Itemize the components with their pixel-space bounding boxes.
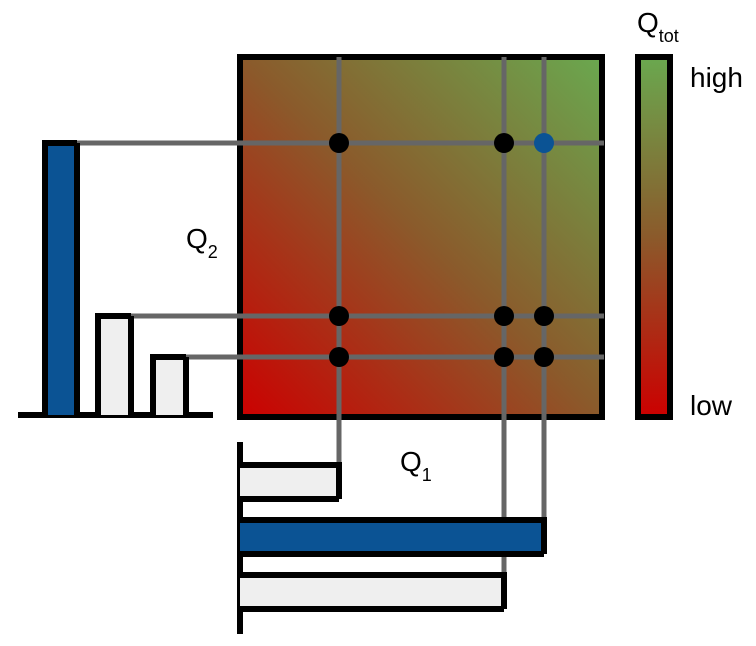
q2-bar-chart — [18, 140, 213, 418]
grid-point-r3-c1 — [329, 347, 349, 367]
q1-bar-1-outline — [240, 462, 342, 502]
q2-bar-3-outline — [150, 354, 189, 415]
q1-label: Q1 — [400, 446, 432, 485]
q1-bar-3-outline — [240, 572, 507, 612]
qtot-color-scale — [635, 54, 673, 420]
q2-bar-1-outline — [42, 140, 80, 415]
grid-point-r1-c2 — [494, 133, 514, 153]
grid-point-r3-c2 — [494, 347, 514, 367]
grid-point-r2-c2 — [494, 306, 514, 326]
grid-points — [329, 133, 554, 367]
scale-low-label: low — [690, 390, 733, 421]
grid-point-r2-c3 — [534, 306, 554, 326]
grid-point-r3-c3 — [534, 347, 554, 367]
q2-bar-2-outline — [95, 313, 134, 415]
q1-bar-2 — [240, 520, 544, 554]
q2-bar-3 — [153, 357, 186, 415]
q2-label: Q2 — [186, 223, 218, 262]
grid-point-r1-c3-highlighted — [534, 133, 554, 153]
grid-point-r1-c1 — [329, 133, 349, 153]
q1-bar-1 — [240, 465, 339, 499]
q2-bar-1 — [45, 143, 77, 415]
q1-bar-chart — [237, 442, 547, 634]
grid-point-r2-c1 — [329, 306, 349, 326]
q1-bar-3 — [240, 575, 504, 609]
qtot-label: Qtot — [637, 7, 679, 46]
q1-bar-2-outline — [240, 517, 547, 557]
q2-bar-2 — [98, 316, 131, 415]
scale-high-label: high — [690, 62, 743, 93]
